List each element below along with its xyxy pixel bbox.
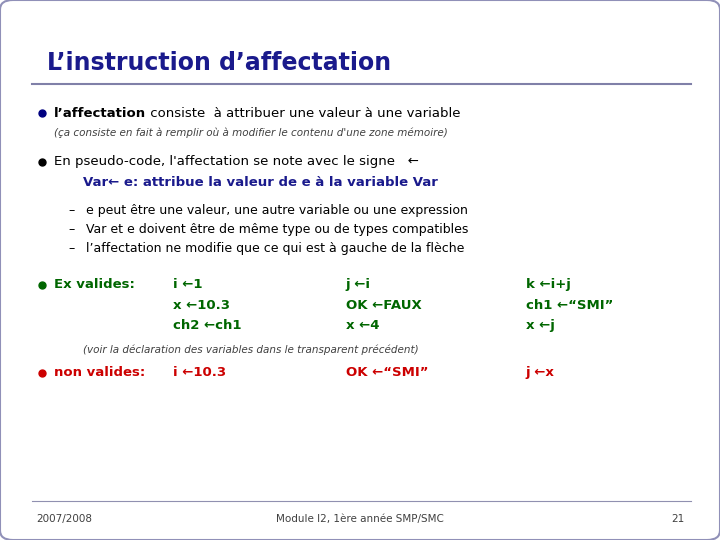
Text: x ←10.3: x ←10.3: [173, 299, 230, 312]
Text: non valides:: non valides:: [54, 366, 145, 379]
Text: Ex valides:: Ex valides:: [54, 278, 135, 291]
Text: e peut être une valeur, une autre variable ou une expression: e peut être une valeur, une autre variab…: [86, 204, 468, 217]
Text: x ←j: x ←j: [526, 319, 554, 332]
Text: consiste  à attribuer une valeur à une variable: consiste à attribuer une valeur à une va…: [146, 107, 461, 120]
Text: i ←10.3: i ←10.3: [173, 366, 226, 379]
Text: En pseudo-code, l'affectation se note avec le signe   ←: En pseudo-code, l'affectation se note av…: [54, 156, 419, 168]
Text: (ça consiste en fait à remplir où à modifier le contenu d'une zone mémoire): (ça consiste en fait à remplir où à modi…: [54, 127, 448, 138]
Text: l’affectation ne modifie que ce qui est à gauche de la flèche: l’affectation ne modifie que ce qui est …: [86, 242, 465, 255]
Text: 2007/2008: 2007/2008: [36, 515, 92, 524]
Text: Var← e: attribue la valeur de e à la variable Var: Var← e: attribue la valeur de e à la var…: [83, 176, 438, 189]
Text: OK ←FAUX: OK ←FAUX: [346, 299, 421, 312]
Text: –: –: [68, 223, 75, 236]
Text: Var et e doivent être de même type ou de types compatibles: Var et e doivent être de même type ou de…: [86, 223, 469, 236]
Text: L’instruction d’affectation: L’instruction d’affectation: [47, 51, 391, 75]
Text: ch1 ←“SMI”: ch1 ←“SMI”: [526, 299, 613, 312]
Text: l’affectation: l’affectation: [54, 107, 146, 120]
Text: OK ←“SMI”: OK ←“SMI”: [346, 366, 428, 379]
Text: 21: 21: [671, 515, 684, 524]
Text: j ←i: j ←i: [346, 278, 371, 291]
Text: x ←4: x ←4: [346, 319, 379, 332]
Text: –: –: [68, 204, 75, 217]
Text: –: –: [68, 242, 75, 255]
Text: ch2 ←ch1: ch2 ←ch1: [173, 319, 241, 332]
Text: (voir la déclaration des variables dans le transparent précédent): (voir la déclaration des variables dans …: [83, 345, 418, 355]
Text: i ←1: i ←1: [173, 278, 202, 291]
Text: k ←i+j: k ←i+j: [526, 278, 570, 291]
Text: Module I2, 1ère année SMP/SMC: Module I2, 1ère année SMP/SMC: [276, 515, 444, 524]
Text: j ←x: j ←x: [526, 366, 554, 379]
